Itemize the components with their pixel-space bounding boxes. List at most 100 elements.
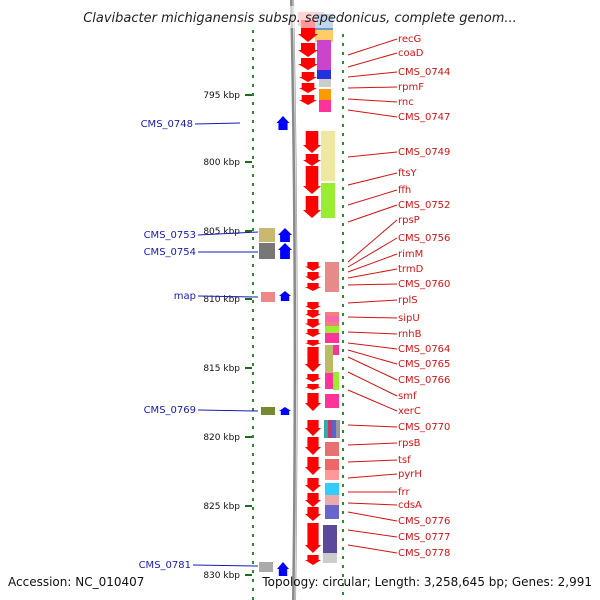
axis-dot (252, 84, 254, 87)
axis-dot (252, 138, 254, 141)
reverse-gene-arrow (278, 243, 292, 259)
right-gene-label[interactable]: coaD (398, 48, 424, 59)
right-gene-label[interactable]: tsf (398, 455, 411, 466)
right-gene-label[interactable]: smf (398, 391, 417, 402)
feature-band (332, 420, 336, 438)
axis-dot (342, 448, 344, 451)
axis-dot (342, 88, 344, 91)
feature-band (319, 89, 331, 101)
left-label-leader (197, 409, 259, 412)
right-gene-label[interactable]: pyrH (398, 469, 422, 480)
axis-dot (252, 156, 254, 159)
axis-dot (342, 376, 344, 379)
axis-dot (342, 475, 344, 478)
right-gene-label[interactable]: rimM (398, 249, 423, 260)
axis-dot (342, 313, 344, 316)
right-gene-label[interactable]: rpsB (398, 438, 421, 449)
axis-dot (252, 183, 254, 186)
right-gene-label[interactable]: CMS_0778 (398, 548, 450, 559)
right-gene-label[interactable]: rnc (398, 97, 414, 108)
right-gene-labels: recG coaD CMS_0744 rpmF rnc CMS_0747 CMS_0749f… (347, 34, 450, 559)
left-gene-label[interactable]: CMS_0781 (139, 560, 191, 571)
feature-band (333, 372, 339, 390)
right-gene-label[interactable]: ffh (398, 185, 411, 196)
right-gene-label[interactable]: CMS_0764 (398, 344, 450, 355)
axis-dot (252, 516, 254, 519)
axis-dot (342, 556, 344, 559)
kbp-ruler: 795 kbp 800 kbp 805 kbp 810 kbp 815 kbp 820 k… (203, 91, 252, 581)
feature-band (317, 70, 331, 79)
axis-dot (342, 493, 344, 496)
axis-dot (252, 201, 254, 204)
feature-band (259, 243, 275, 259)
right-gene-label[interactable]: CMS_0766 (398, 375, 450, 386)
right-gene-label[interactable]: CMS_0747 (398, 112, 450, 123)
left-gene-label[interactable]: CMS_0753 (144, 230, 196, 241)
feature-band (336, 420, 340, 438)
right-gene-label[interactable]: CMS_0752 (398, 200, 450, 211)
axis-dot (252, 471, 254, 474)
forward-gene-arrow (305, 374, 321, 382)
right-gene-label[interactable]: cdsA (398, 500, 422, 511)
feature-band (325, 316, 339, 322)
reverse-gene-arrow (279, 291, 291, 301)
axis-dot (252, 417, 254, 420)
axis-dot (342, 583, 344, 586)
axis-dot (252, 174, 254, 177)
axis-dot (342, 97, 344, 100)
forward-gene-arrow (299, 95, 317, 105)
left-gene-label[interactable]: CMS_0748 (141, 119, 193, 130)
axis-dot (342, 511, 344, 514)
feature-band (321, 131, 335, 181)
reverse-gene-arrow (277, 562, 289, 576)
right-gene-label[interactable]: CMS_0744 (398, 67, 450, 78)
axis-dot (342, 502, 344, 505)
axis-dot (252, 30, 254, 33)
right-gene-label[interactable]: sipU (398, 313, 420, 324)
right-gene-label[interactable]: frr (398, 487, 410, 498)
right-label-leader (347, 189, 398, 206)
feature-band (317, 40, 331, 74)
right-gene-label[interactable]: recG (398, 34, 421, 45)
axis-dot (342, 178, 344, 181)
right-gene-label[interactable]: CMS_0776 (398, 516, 450, 527)
axis-dot (342, 106, 344, 109)
kbp-tick-label: 810 kbp (203, 295, 240, 305)
axis-dot (342, 187, 344, 190)
right-gene-label[interactable]: CMS_0760 (398, 279, 450, 290)
axis-dot (342, 142, 344, 145)
right-gene-label[interactable]: rnhB (398, 329, 422, 340)
axis-dot (342, 367, 344, 370)
axis-dot (342, 241, 344, 244)
right-gene-label[interactable]: rpsP (398, 215, 420, 226)
right-gene-label[interactable]: xerC (398, 406, 421, 417)
feature-band (325, 483, 339, 495)
axis-dot (252, 246, 254, 249)
axis-dot (252, 291, 254, 294)
axis-dot (252, 570, 254, 573)
left-gene-label[interactable]: CMS_0754 (144, 247, 196, 258)
right-label-leader (347, 342, 398, 350)
right-gene-label[interactable]: trmD (398, 264, 424, 275)
forward-gene-arrow (298, 43, 318, 57)
right-gene-label[interactable]: CMS_0777 (398, 532, 450, 543)
forward-gene-arrow (299, 72, 317, 82)
right-gene-label[interactable]: rpmF (398, 82, 424, 93)
right-label-leader (347, 204, 398, 223)
right-gene-label[interactable]: CMS_0749 (398, 147, 450, 158)
axis-dot (252, 75, 254, 78)
right-gene-label[interactable]: CMS_0756 (398, 233, 450, 244)
forward-gene-arrow (305, 310, 321, 318)
right-label-leader (347, 151, 398, 158)
right-gene-label[interactable]: CMS_0765 (398, 359, 450, 370)
right-gene-label[interactable]: CMS_0770 (398, 422, 450, 433)
axis-dot (342, 358, 344, 361)
left-gene-label[interactable]: CMS_0769 (144, 405, 196, 416)
axis-dot (342, 322, 344, 325)
axis-dot (342, 340, 344, 343)
forward-gene-arrow (305, 347, 321, 372)
right-gene-label[interactable]: rplS (398, 295, 418, 306)
axis-dots (252, 30, 344, 600)
left-gene-label[interactable]: map (174, 291, 196, 302)
right-gene-label[interactable]: ftsY (398, 168, 417, 179)
